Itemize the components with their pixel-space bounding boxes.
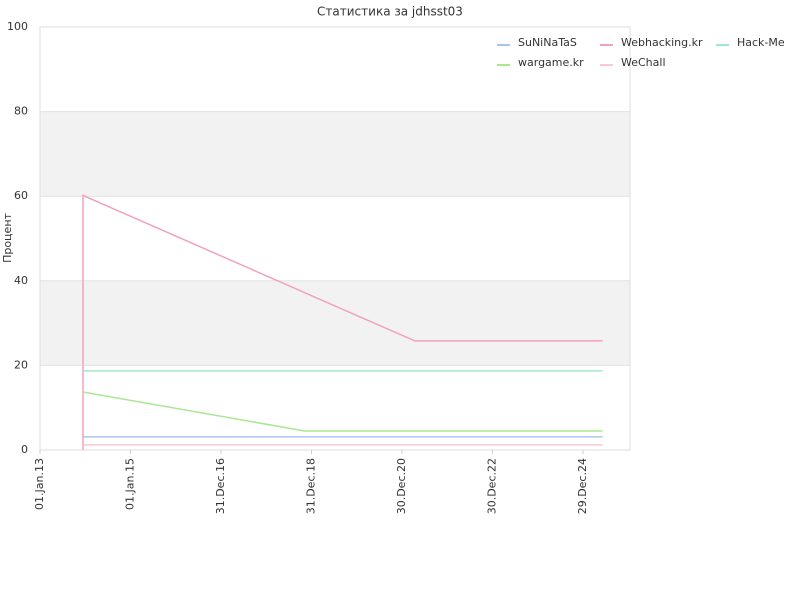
y-tick-label: 100 <box>7 20 28 33</box>
legend-label: Webhacking.kr <box>621 36 703 49</box>
series-line <box>82 194 603 450</box>
y-tick-label: 40 <box>14 274 28 287</box>
series-line <box>82 391 603 432</box>
grid-band <box>40 111 630 197</box>
legend-label: Hack-Me <box>737 36 785 49</box>
legend-label: wargame.kr <box>518 56 584 69</box>
x-tick-label: 31.Dec.18 <box>305 458 318 514</box>
y-axis-label: Процент <box>1 212 14 262</box>
x-tick-label: 31.Dec.16 <box>214 458 227 514</box>
y-tick-label: 20 <box>14 358 28 371</box>
x-tick-label: 01.Jan.13 <box>33 458 46 510</box>
legend-label: SuNiNaTaS <box>518 36 577 49</box>
y-tick-label: 80 <box>14 105 28 118</box>
x-tick-label: 29.Dec.24 <box>576 458 589 514</box>
legend-label: WeChall <box>621 56 666 69</box>
chart-title: Статистика за jdhsst03 <box>317 5 463 19</box>
x-tick-label: 01.Jan.15 <box>124 458 137 510</box>
x-tick-label: 30.Dec.22 <box>486 458 499 514</box>
y-tick-label: 0 <box>21 443 28 456</box>
y-tick-label: 60 <box>14 189 28 202</box>
x-tick-label: 30.Dec.20 <box>395 458 408 514</box>
grid-band <box>40 280 630 366</box>
plot-frame <box>39 26 631 451</box>
